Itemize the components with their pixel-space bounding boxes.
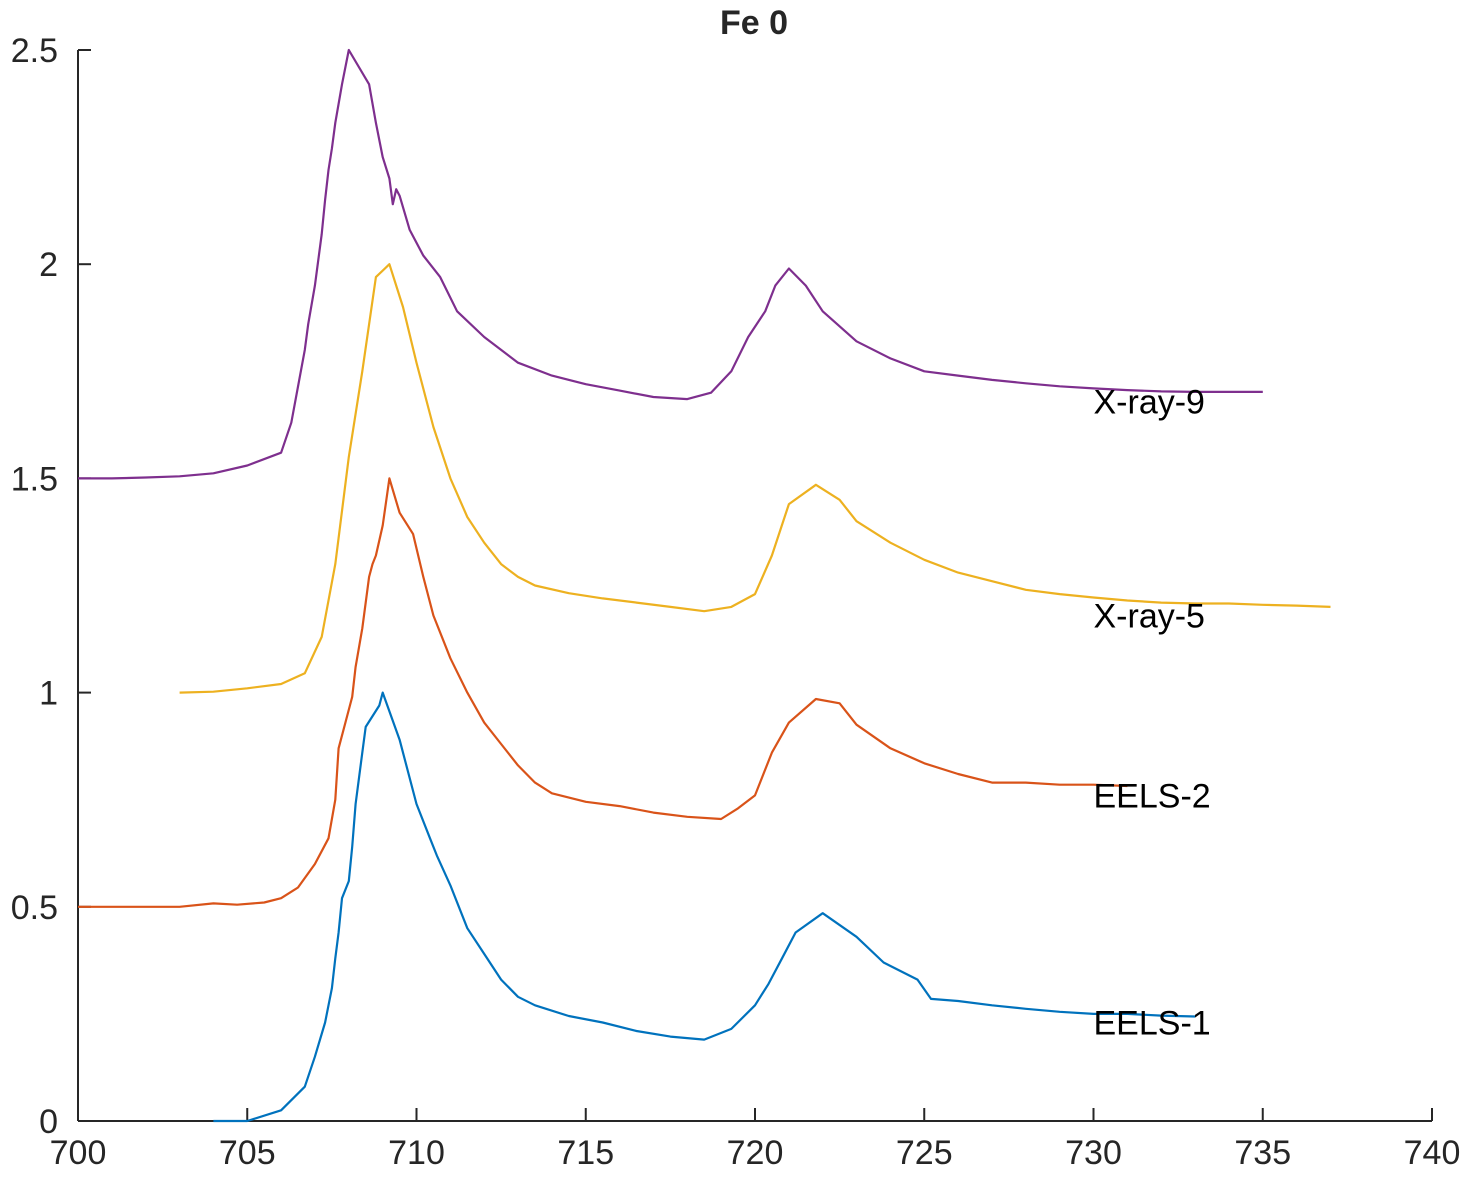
x-tick-label: 725 [896,1134,953,1172]
series-label-eels-2: EELS-2 [1094,777,1211,815]
y-tick-label: 0 [39,1103,58,1141]
x-tick-label: 700 [50,1134,107,1172]
x-tick-label: 740 [1404,1134,1461,1172]
chart-title: Fe 0 [720,4,788,42]
x-tick-label: 730 [1065,1134,1122,1172]
series-line-eels-2 [78,477,1128,908]
series-label-x-ray-5: X-ray-5 [1094,597,1205,635]
series-lines [78,48,1331,1123]
series-label-eels-1: EELS-1 [1094,1004,1211,1042]
axes: 700 705 710 715 720 725 730 735 740 0 0.5 1 1.5 2 2.5 [11,32,1461,1172]
x-tick-label: 715 [557,1134,614,1172]
x-tick-label: 710 [388,1134,445,1172]
series-line-eels-1 [213,691,1196,1123]
series-label-x-ray-9: X-ray-9 [1094,383,1205,421]
y-tick-label: 0.5 [11,889,58,927]
series-line-x-ray-9 [78,48,1263,480]
x-tick-label: 705 [219,1134,276,1172]
y-tick-label: 1 [39,675,58,713]
x-tick-label: 735 [1234,1134,1291,1172]
y-tick-label: 2 [39,246,58,284]
series-line-x-ray-5 [179,263,1331,694]
x-tick-label: 720 [727,1134,784,1172]
y-tick-label: 2.5 [11,32,58,70]
y-tick-label: 1.5 [11,460,58,498]
series-labels: EELS-1 EELS-2 X-ray-5 X-ray-9 [1094,383,1211,1042]
